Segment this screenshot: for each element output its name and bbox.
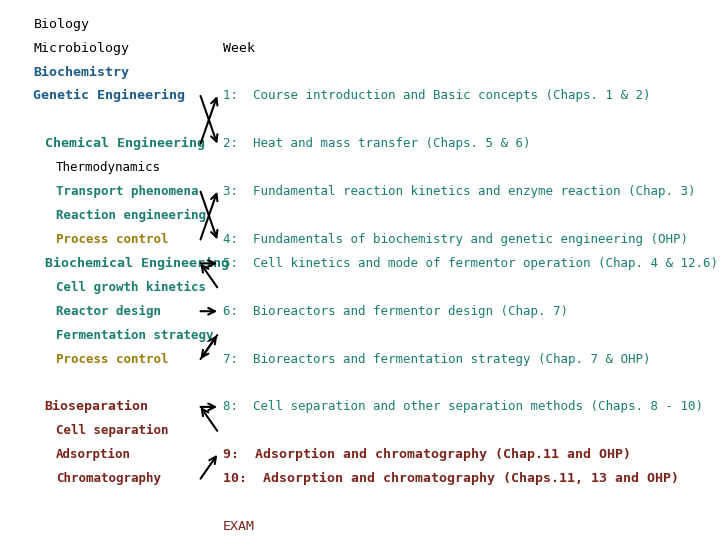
Text: Thermodynamics: Thermodynamics xyxy=(55,161,161,174)
Text: 4:  Fundamentals of biochemistry and genetic engineering (OHP): 4: Fundamentals of biochemistry and gene… xyxy=(222,233,688,246)
Text: 2:  Heat and mass transfer (Chaps. 5 & 6): 2: Heat and mass transfer (Chaps. 5 & 6) xyxy=(222,137,531,150)
Text: Week: Week xyxy=(222,42,255,55)
Text: Process control: Process control xyxy=(55,233,168,246)
Text: Bioseparation: Bioseparation xyxy=(45,400,148,414)
Text: Chromatography: Chromatography xyxy=(55,472,161,485)
Text: 8:  Cell separation and other separation methods (Chaps. 8 - 10): 8: Cell separation and other separation … xyxy=(222,401,703,414)
Text: 10:  Adsorption and chromatography (Chaps.11, 13 and OHP): 10: Adsorption and chromatography (Chaps… xyxy=(222,472,679,485)
Text: 7:  Bioreactors and fermentation strategy (Chap. 7 & OHP): 7: Bioreactors and fermentation strategy… xyxy=(222,353,650,366)
Text: Genetic Engineering: Genetic Engineering xyxy=(33,90,186,103)
Text: Cell growth kinetics: Cell growth kinetics xyxy=(55,281,206,294)
Text: 6:  Bioreactors and fermentor design (Chap. 7): 6: Bioreactors and fermentor design (Cha… xyxy=(222,305,568,318)
Text: Microbiology: Microbiology xyxy=(33,42,130,55)
Text: Reaction engineering: Reaction engineering xyxy=(55,209,206,222)
Text: 9:  Adsorption and chromatography (Chap.11 and OHP): 9: Adsorption and chromatography (Chap.1… xyxy=(222,448,631,461)
Text: Transport phenomena: Transport phenomena xyxy=(55,185,198,198)
Text: Chemical Engineering: Chemical Engineering xyxy=(45,137,204,150)
Text: Biochemical Engineering: Biochemical Engineering xyxy=(45,257,228,270)
Text: Cell separation: Cell separation xyxy=(55,424,168,437)
Text: Process control: Process control xyxy=(55,353,168,366)
Text: 5:  Cell kinetics and mode of fermentor operation (Chap. 4 & 12.6): 5: Cell kinetics and mode of fermentor o… xyxy=(222,257,718,270)
Text: Biology: Biology xyxy=(33,18,89,31)
Text: Reactor design: Reactor design xyxy=(55,305,161,318)
Text: Fermentation strategy: Fermentation strategy xyxy=(55,329,213,342)
Text: Biochemistry: Biochemistry xyxy=(33,65,130,78)
Text: Adsorption: Adsorption xyxy=(55,448,131,461)
Text: 3:  Fundamental reaction kinetics and enzyme reaction (Chap. 3): 3: Fundamental reaction kinetics and enz… xyxy=(222,185,696,198)
Text: 1:  Course introduction and Basic concepts (Chaps. 1 & 2): 1: Course introduction and Basic concept… xyxy=(222,90,650,103)
Text: EXAM: EXAM xyxy=(222,520,255,533)
